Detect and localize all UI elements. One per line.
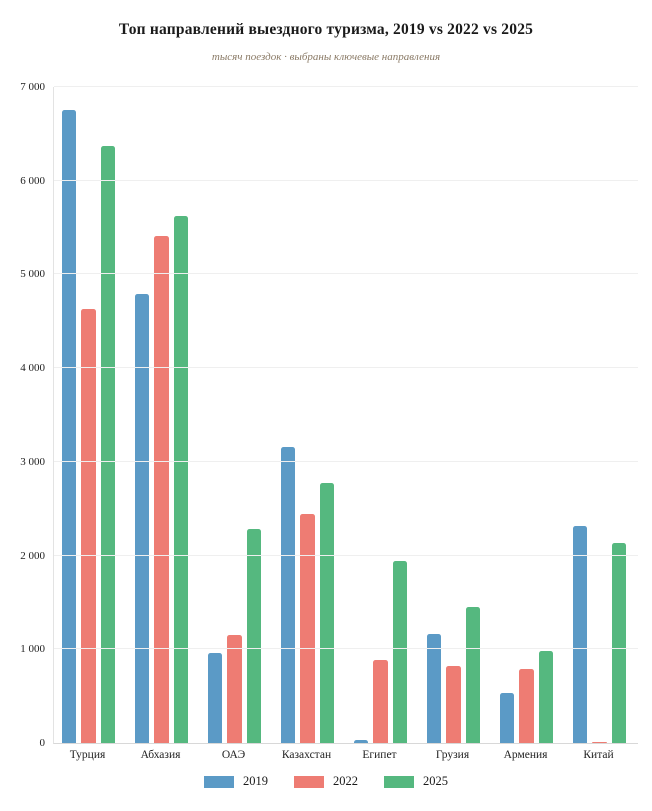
x-axis-category-label: Грузия xyxy=(435,749,470,761)
bar-2019 xyxy=(281,446,296,743)
x-axis-category-label: Египет xyxy=(362,749,397,761)
gridline xyxy=(54,554,638,556)
bar-2025 xyxy=(319,483,334,743)
bar-2022 xyxy=(519,668,534,743)
bars-container xyxy=(54,87,638,743)
bar-2022 xyxy=(154,236,169,743)
bar-group-4 xyxy=(281,87,334,743)
gridline xyxy=(54,86,638,87)
x-axis-label-cell: Армения xyxy=(499,749,552,761)
legend-item-2025: 2025 xyxy=(384,774,448,789)
x-axis-category-label: Китай xyxy=(583,749,614,761)
bar-2022 xyxy=(300,514,315,743)
legend-label: 2025 xyxy=(423,774,448,788)
x-axis-category-label: Армения xyxy=(503,749,548,761)
bar-2019 xyxy=(354,740,369,743)
chart-title: Топ направлений выездного туризма, 2019 … xyxy=(118,21,534,38)
bar-2022 xyxy=(227,635,242,743)
bar-2022 xyxy=(81,309,96,743)
legend-label: 2022 xyxy=(333,774,358,788)
bar-2025 xyxy=(538,651,553,743)
bar-group-6 xyxy=(427,87,480,743)
bar-2025 xyxy=(392,561,407,743)
legend-item-2019: 2019 xyxy=(204,774,268,789)
y-axis-tick-label: 0 xyxy=(39,737,46,749)
gridline xyxy=(54,460,638,462)
bar-2019 xyxy=(208,653,223,743)
y-axis-tick-label: 7 000 xyxy=(20,81,45,93)
x-axis-label-cell: Казахстан xyxy=(280,749,333,761)
bar-2025 xyxy=(173,216,188,743)
bar-2022 xyxy=(373,659,388,743)
gridline xyxy=(54,179,638,181)
x-axis-label-cell: ОАЭ xyxy=(207,749,260,761)
bar-2025 xyxy=(611,543,626,743)
bar-2019 xyxy=(62,109,77,743)
y-axis-tick-label: 5 000 xyxy=(20,268,45,281)
x-axis-category-label: ОАЭ xyxy=(221,749,246,761)
legend-swatch xyxy=(204,775,234,788)
x-axis-label-cell: Турция xyxy=(61,749,114,761)
x-axis-category-label: Казахстан xyxy=(281,749,332,761)
bar-group-8 xyxy=(573,87,626,743)
y-axis-tick-label: 3 000 xyxy=(20,455,45,468)
legend: 2019 2022 2025 xyxy=(0,774,652,789)
bar-group-7 xyxy=(500,87,553,743)
bar-2022 xyxy=(446,666,461,743)
bar-2019 xyxy=(135,294,150,743)
bar-2019 xyxy=(500,693,515,743)
x-axis-label-cell: Египет xyxy=(353,749,406,761)
legend-label: 2019 xyxy=(243,774,268,788)
bar-group-1 xyxy=(62,87,115,743)
gridline xyxy=(54,648,638,650)
legend-swatch xyxy=(294,775,324,788)
x-axis-labels-row: Турция Абхазия ОАЭ Казахстан Египет Грузия Арм… xyxy=(53,749,637,761)
x-axis-label-cell: Абхазия xyxy=(134,749,187,761)
legend-swatch xyxy=(384,775,414,788)
y-axis-tick-label: 6 000 xyxy=(20,174,45,187)
bar-2025 xyxy=(465,607,480,743)
y-axis-tick-label: 1 000 xyxy=(20,643,45,656)
legend-item-2022: 2022 xyxy=(294,774,358,789)
gridline xyxy=(54,367,638,369)
x-axis-label-cell: Китай xyxy=(572,749,625,761)
plot-area: 0 1 000 2 000 3 000 4 000 5 000 6 000 7 000 xyxy=(20,81,638,749)
bar-group-5 xyxy=(354,87,407,743)
x-axis-category-label: Абхазия xyxy=(140,749,181,761)
bar-group-2 xyxy=(135,87,188,743)
bar-2019 xyxy=(573,525,588,743)
bar-2025 xyxy=(100,146,115,743)
bar-2019 xyxy=(427,634,442,743)
x-axis-category-label: Турция xyxy=(69,749,106,761)
bar-group-3 xyxy=(208,87,261,743)
y-axis-tick-label: 4 000 xyxy=(20,362,45,375)
bar-2025 xyxy=(246,529,261,743)
bar-2022 xyxy=(592,741,607,743)
x-axis-label-cell: Грузия xyxy=(426,749,479,761)
y-axis-tick-label: 2 000 xyxy=(20,549,45,562)
gridline xyxy=(54,273,638,275)
chart-subtitle: тысяч поездок · выбраны ключевые направл… xyxy=(211,51,441,63)
